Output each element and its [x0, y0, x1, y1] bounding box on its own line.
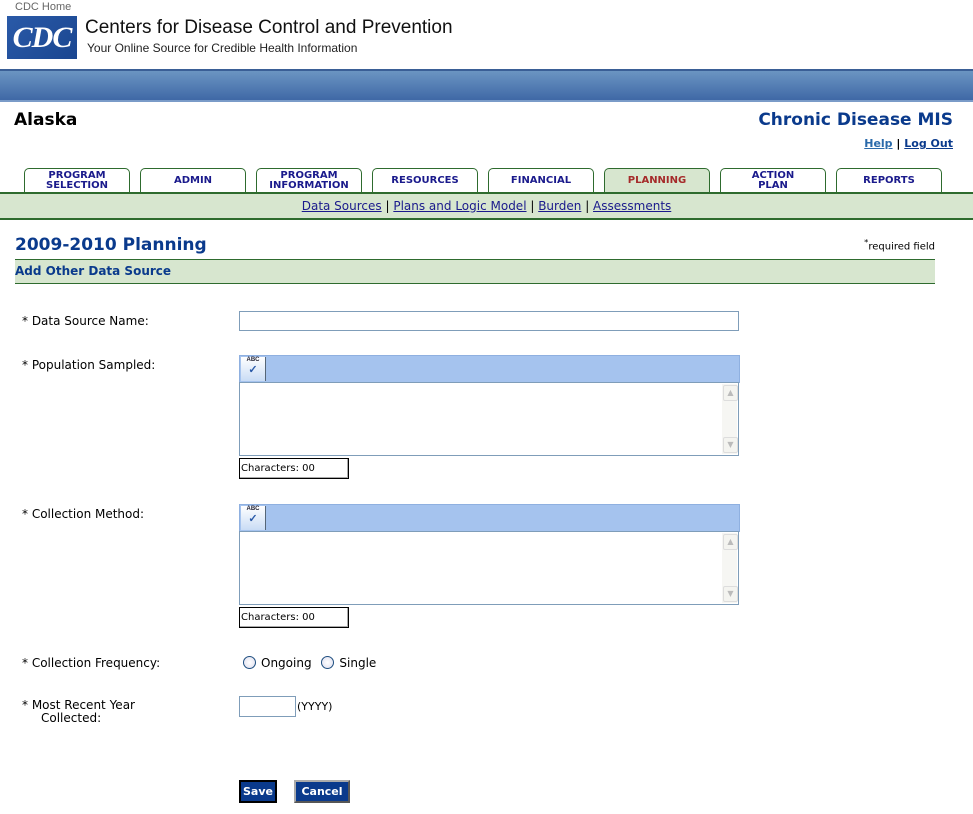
help-link[interactable]: Help: [864, 137, 893, 150]
population-char-count: Characters: 00: [239, 458, 349, 479]
method-char-count: Characters: 00: [239, 607, 349, 628]
collection-frequency-label: * Collection Frequency:: [22, 656, 161, 670]
state-name: Alaska: [14, 110, 78, 130]
scroll-up-icon[interactable]: ▲: [723, 385, 738, 401]
year-label-line1: * Most Recent Year: [22, 698, 135, 712]
sub-navigation: Data Sources | Plans and Logic Model | B…: [0, 192, 973, 220]
tab-resources[interactable]: RESOURCES: [372, 168, 478, 193]
link-separator: |: [896, 137, 901, 150]
scroll-down-icon[interactable]: ▼: [723, 437, 738, 453]
tab-reports[interactable]: REPORTS: [836, 168, 942, 193]
tab-label: PLANNING: [627, 175, 687, 186]
tab-action-plan[interactable]: ACTION PLAN: [720, 168, 826, 193]
collection-method-label: * Collection Method:: [22, 507, 145, 521]
required-note: *required field: [864, 237, 935, 252]
spellcheck-icon[interactable]: ABC ✓: [241, 506, 266, 530]
subnav-assessments[interactable]: Assessments: [593, 199, 672, 213]
tab-label: RESOURCES: [391, 175, 459, 186]
tab-label: FINANCIAL: [510, 175, 572, 186]
method-toolbar: ABC ✓: [239, 504, 740, 532]
radio-single[interactable]: [321, 656, 335, 669]
most-recent-year-label: * Most Recent Year Collected:: [22, 699, 135, 725]
scroll-up-icon[interactable]: ▲: [723, 534, 738, 550]
tab-program-information[interactable]: PROGRAM INFORMATION: [256, 168, 362, 193]
population-toolbar: ABC ✓: [239, 355, 740, 383]
user-links: Help | Log Out: [864, 137, 953, 150]
cancel-button[interactable]: Cancel: [294, 780, 350, 803]
subnav-plans-logic-model[interactable]: Plans and Logic Model: [393, 199, 527, 213]
scrollbar[interactable]: ▲ ▼: [722, 384, 738, 454]
subnav-data-sources[interactable]: Data Sources: [301, 199, 382, 213]
tab-label: PROGRAM INFORMATION: [269, 170, 349, 191]
subnav-burden[interactable]: Burden: [538, 199, 582, 213]
tab-admin[interactable]: ADMIN: [140, 168, 246, 193]
frequency-radio-group: Ongoing Single: [243, 656, 376, 670]
scrollbar[interactable]: ▲ ▼: [722, 533, 738, 603]
tagline: Your Online Source for Credible Health I…: [87, 41, 358, 55]
logout-link[interactable]: Log Out: [904, 137, 953, 150]
tab-label: ADMIN: [173, 175, 213, 186]
year-label-line2: Collected:: [41, 711, 102, 725]
required-text: required field: [868, 241, 935, 253]
page-title: 2009-2010 Planning: [15, 235, 207, 255]
year-input[interactable]: [239, 696, 296, 717]
data-source-name-input[interactable]: [239, 311, 739, 331]
radio-ongoing[interactable]: [243, 656, 256, 669]
data-source-name-label: * Data Source Name:: [22, 314, 149, 328]
tab-planning[interactable]: PLANNING: [604, 168, 710, 193]
cdc-home-link[interactable]: CDC Home: [15, 1, 72, 13]
spellcheck-icon[interactable]: ABC ✓: [241, 357, 266, 381]
tab-label: PROGRAM SELECTION: [46, 170, 108, 191]
required-star: *: [864, 237, 869, 247]
radio-ongoing-label: Ongoing: [261, 656, 312, 670]
header-band: [0, 69, 973, 102]
cdc-logo[interactable]: CDC: [7, 16, 77, 59]
save-button[interactable]: Save: [239, 780, 277, 803]
tab-label: REPORTS: [863, 175, 915, 186]
tab-financial[interactable]: FINANCIAL: [488, 168, 594, 193]
year-format-hint: (YYYY): [297, 700, 333, 713]
org-name: Centers for Disease Control and Preventi…: [85, 17, 453, 38]
population-sampled-textarea[interactable]: ▲ ▼: [239, 382, 739, 456]
logo-text: CDC: [12, 20, 73, 54]
tab-label: ACTION PLAN: [751, 170, 795, 191]
population-sampled-label: * Population Sampled:: [22, 358, 156, 372]
section-header: Add Other Data Source: [15, 259, 935, 284]
app-title: Chronic Disease MIS: [758, 110, 953, 130]
scroll-down-icon[interactable]: ▼: [723, 586, 738, 602]
tab-program-selection[interactable]: PROGRAM SELECTION: [24, 168, 130, 193]
collection-method-textarea[interactable]: ▲ ▼: [239, 531, 739, 605]
radio-single-label: Single: [339, 656, 377, 670]
